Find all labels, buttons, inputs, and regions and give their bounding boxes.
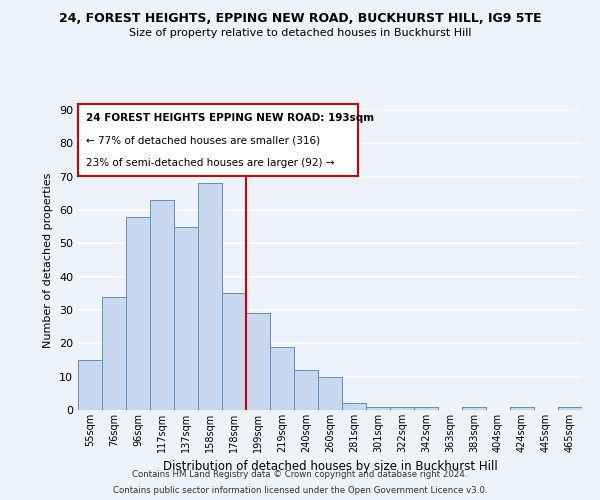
Bar	[366, 406, 390, 410]
FancyBboxPatch shape	[78, 104, 358, 176]
Bar	[558, 406, 582, 410]
X-axis label: Distribution of detached houses by size in Buckhurst Hill: Distribution of detached houses by size …	[163, 460, 497, 473]
Bar	[462, 406, 486, 410]
Bar	[342, 404, 366, 410]
Text: 24 FOREST HEIGHTS EPPING NEW ROAD: 193sqm: 24 FOREST HEIGHTS EPPING NEW ROAD: 193sq…	[86, 113, 374, 123]
Bar	[294, 370, 318, 410]
Bar	[102, 296, 126, 410]
Y-axis label: Number of detached properties: Number of detached properties	[43, 172, 53, 348]
Text: Size of property relative to detached houses in Buckhurst Hill: Size of property relative to detached ho…	[129, 28, 471, 38]
Text: ← 77% of detached houses are smaller (316): ← 77% of detached houses are smaller (31…	[86, 136, 320, 145]
Bar	[390, 406, 414, 410]
Bar	[174, 226, 198, 410]
Bar	[270, 346, 294, 410]
Text: Contains public sector information licensed under the Open Government Licence v3: Contains public sector information licen…	[113, 486, 487, 495]
Text: Contains HM Land Registry data © Crown copyright and database right 2024.: Contains HM Land Registry data © Crown c…	[132, 470, 468, 479]
Bar	[510, 406, 534, 410]
Text: 23% of semi-detached houses are larger (92) →: 23% of semi-detached houses are larger (…	[86, 158, 334, 168]
Bar	[318, 376, 342, 410]
Bar	[222, 294, 246, 410]
Bar	[78, 360, 102, 410]
Bar	[150, 200, 174, 410]
Bar	[198, 184, 222, 410]
Bar	[414, 406, 438, 410]
Bar	[126, 216, 150, 410]
Bar	[246, 314, 270, 410]
Text: 24, FOREST HEIGHTS, EPPING NEW ROAD, BUCKHURST HILL, IG9 5TE: 24, FOREST HEIGHTS, EPPING NEW ROAD, BUC…	[59, 12, 541, 26]
